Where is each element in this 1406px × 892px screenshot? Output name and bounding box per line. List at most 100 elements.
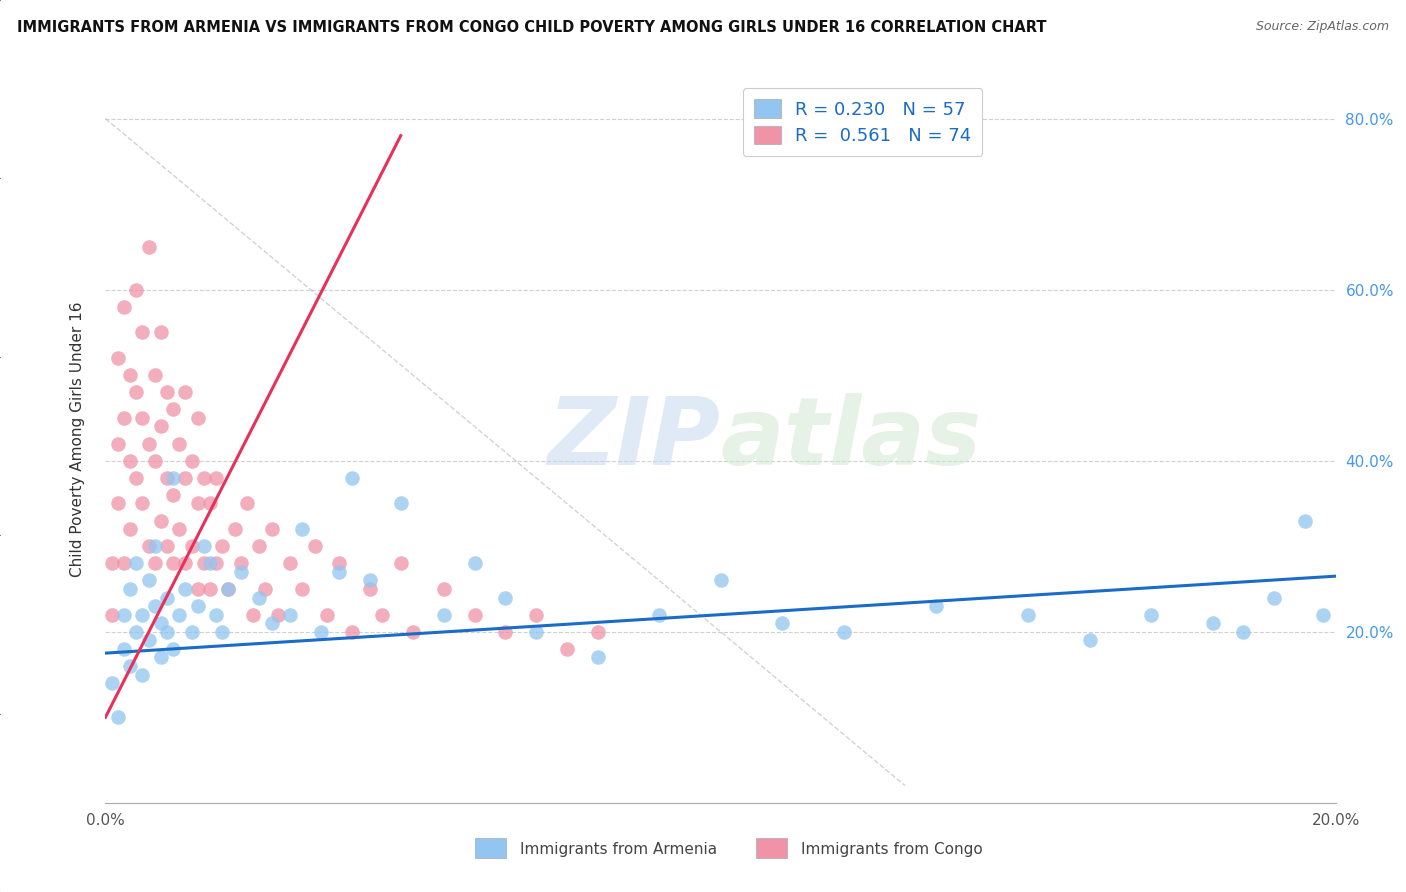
Point: [180, 539, 202, 553]
Point: [494, 591, 516, 605]
Point: [162, 641, 184, 656]
Point: [156, 539, 179, 553]
Point: [112, 607, 135, 622]
Point: [143, 557, 166, 571]
Point: [1294, 514, 1316, 528]
Point: [107, 351, 129, 365]
Point: [770, 616, 793, 631]
Point: [925, 599, 948, 613]
Y-axis label: Child Poverty Among Girls Under 16: Child Poverty Among Girls Under 16: [70, 301, 84, 577]
Point: [174, 557, 197, 571]
Point: [1140, 607, 1163, 622]
Point: [198, 496, 221, 510]
Point: [125, 283, 148, 297]
Point: [340, 624, 363, 639]
Point: [156, 591, 179, 605]
Point: [180, 453, 202, 467]
Point: [120, 522, 141, 536]
Point: [198, 557, 221, 571]
Point: [291, 582, 314, 596]
Point: [125, 557, 148, 571]
Point: [138, 436, 160, 450]
Point: [107, 436, 129, 450]
Point: [174, 471, 197, 485]
Point: [149, 514, 172, 528]
Point: [156, 385, 179, 400]
Point: [156, 471, 179, 485]
Point: [138, 574, 160, 588]
Point: [162, 557, 184, 571]
Point: [211, 624, 233, 639]
Point: [125, 471, 148, 485]
Point: [143, 539, 166, 553]
Point: [315, 607, 337, 622]
Point: [187, 411, 209, 425]
Point: [169, 436, 191, 450]
Point: [131, 667, 153, 681]
Text: atlas: atlas: [721, 393, 981, 485]
Point: [328, 565, 350, 579]
Point: [218, 582, 240, 596]
Point: [1263, 591, 1285, 605]
Point: [169, 607, 191, 622]
Point: [138, 539, 160, 553]
Point: [180, 624, 202, 639]
Point: [211, 539, 233, 553]
Point: [464, 557, 486, 571]
Point: [359, 582, 381, 596]
Point: [402, 624, 425, 639]
Point: [131, 496, 153, 510]
Point: [1312, 607, 1334, 622]
Point: [1232, 624, 1254, 639]
Point: [120, 659, 141, 673]
Point: [193, 471, 215, 485]
Point: [254, 582, 277, 596]
Point: [586, 624, 609, 639]
Point: [389, 557, 412, 571]
Point: [229, 557, 252, 571]
Point: [247, 591, 270, 605]
Point: [1201, 616, 1223, 631]
Point: [278, 557, 301, 571]
Point: [433, 582, 456, 596]
Point: [100, 607, 122, 622]
Point: [131, 607, 153, 622]
Point: [586, 650, 609, 665]
Point: [218, 582, 240, 596]
Point: [125, 624, 148, 639]
Point: [267, 607, 290, 622]
Point: [648, 607, 671, 622]
Point: [328, 557, 350, 571]
Point: [162, 402, 184, 417]
Point: [100, 676, 122, 690]
Point: [1078, 633, 1101, 648]
Text: ZIP: ZIP: [548, 393, 721, 485]
Point: [193, 539, 215, 553]
Point: [291, 522, 314, 536]
Point: [169, 522, 191, 536]
Point: [187, 496, 209, 510]
Point: [143, 599, 166, 613]
Text: Source: ZipAtlas.com: Source: ZipAtlas.com: [1256, 20, 1389, 33]
Point: [120, 582, 141, 596]
Point: [205, 607, 228, 622]
Point: [193, 557, 215, 571]
Point: [340, 471, 363, 485]
Point: [174, 385, 197, 400]
Point: [162, 471, 184, 485]
Point: [131, 411, 153, 425]
Point: [131, 326, 153, 340]
Point: [224, 522, 246, 536]
Point: [309, 624, 332, 639]
Point: [205, 471, 228, 485]
Point: [112, 411, 135, 425]
Point: [555, 641, 578, 656]
Point: [524, 607, 547, 622]
Point: [138, 240, 160, 254]
Point: [304, 539, 326, 553]
Point: [120, 368, 141, 383]
Point: [524, 624, 547, 639]
Point: [174, 582, 197, 596]
Point: [149, 326, 172, 340]
Point: [187, 582, 209, 596]
